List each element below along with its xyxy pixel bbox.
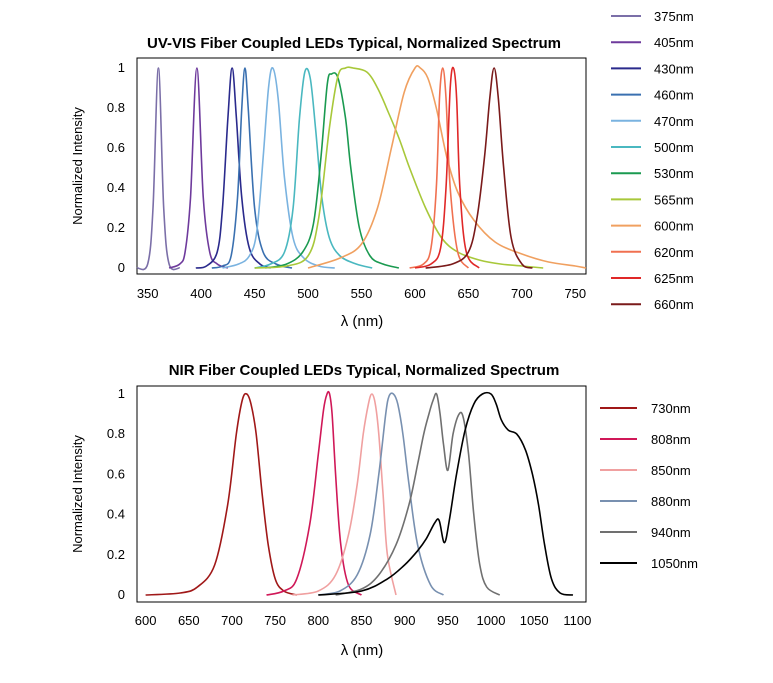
x-axis-label: λ (nm) (341, 313, 384, 330)
series-line-530nm (265, 72, 400, 269)
series-line-565nm (254, 66, 544, 269)
x-axis-label: λ (nm) (341, 642, 384, 659)
y-tick-labels: 0 0.2 0.4 0.6 0.8 1 (107, 60, 125, 275)
chart-title: NIR Fiber Coupled LEDs Typical, Normaliz… (169, 362, 560, 379)
series-line-500nm (254, 67, 373, 269)
legend-entry: 620nm (654, 245, 694, 260)
x-tick-label: 750 (264, 613, 286, 628)
y-tick-label: 0.2 (107, 220, 125, 235)
series-line-660nm (425, 67, 533, 269)
x-tick-label: 850 (351, 613, 373, 628)
legend-entry: 808nm (651, 432, 691, 447)
legend-entry: 880nm (651, 494, 691, 509)
series-line-940nm (335, 392, 501, 596)
legend-entry: 600nm (654, 219, 694, 234)
x-tick-label: 1050 (520, 613, 549, 628)
series-line-430nm (195, 67, 271, 269)
legend-entry: 1050nm (651, 556, 698, 571)
x-tick-label: 600 (404, 286, 426, 301)
series-line-375nm (136, 67, 181, 271)
y-axis-label: Normalized Intensity (70, 435, 85, 553)
series-line-1050nm (318, 391, 574, 596)
legend-entry: 375nm (654, 9, 694, 24)
x-tick-label: 600 (135, 613, 157, 628)
legend-entry: 660nm (654, 297, 694, 312)
series-line-600nm (307, 64, 587, 269)
series-line-460nm (211, 67, 293, 269)
legend-entry: 500nm (654, 140, 694, 155)
y-tick-label: 1 (118, 386, 125, 401)
legend-entry: 940nm (651, 525, 691, 540)
nir-chart: NIR Fiber Coupled LEDs Typical, Normaliz… (70, 362, 698, 659)
series-line-620nm (409, 67, 470, 269)
x-tick-label: 1000 (477, 613, 506, 628)
legend: 730nm 808nm 850nm 880nm 940nm 1050nm (600, 401, 698, 571)
series-lines (136, 64, 587, 271)
series-line-808nm (266, 390, 362, 596)
x-tick-labels: 350 400 450 500 550 600 650 700 750 (137, 286, 586, 301)
legend-entry: 460nm (654, 88, 694, 103)
x-tick-label: 400 (190, 286, 212, 301)
x-tick-labels: 600 650 700 750 800 850 900 950 1000 1050 1100 (135, 613, 592, 628)
y-tick-label: 0.6 (107, 466, 125, 481)
legend-entry: 730nm (651, 401, 691, 416)
y-tick-label: 0.8 (107, 100, 125, 115)
x-tick-label: 450 (244, 286, 266, 301)
y-tick-label: 0.4 (107, 507, 125, 522)
series-line-625nm (414, 66, 480, 269)
chart-title: UV-VIS Fiber Coupled LEDs Typical, Norma… (147, 35, 561, 52)
y-tick-label: 0 (118, 587, 125, 602)
uv-vis-chart: UV-VIS Fiber Coupled LEDs Typical, Norma… (70, 9, 694, 330)
y-tick-label: 0.6 (107, 140, 125, 155)
x-tick-label: 900 (394, 613, 416, 628)
y-tick-label: 0.2 (107, 547, 125, 562)
x-tick-label: 650 (458, 286, 480, 301)
plot-frame (136, 385, 587, 603)
y-tick-label: 0.8 (107, 426, 125, 441)
x-tick-label: 950 (437, 613, 459, 628)
legend-entry: 405nm (654, 35, 694, 50)
x-tick-label: 500 (297, 286, 319, 301)
x-tick-label: 750 (564, 286, 586, 301)
legend-entry: 430nm (654, 61, 694, 76)
legend-entry: 850nm (651, 463, 691, 478)
series-lines (145, 390, 574, 596)
x-tick-label: 1100 (563, 613, 591, 628)
legend-entry: 625nm (654, 271, 694, 286)
x-tick-label: 550 (351, 286, 373, 301)
x-tick-label: 650 (178, 613, 200, 628)
legend-entry: 530nm (654, 166, 694, 181)
y-tick-labels: 0 0.2 0.4 0.6 0.8 1 (107, 386, 125, 602)
legend-entry: 470nm (654, 114, 694, 129)
series-line-850nm (292, 393, 397, 596)
x-tick-label: 700 (511, 286, 533, 301)
y-axis-label: Normalized Intensity (70, 107, 85, 225)
series-line-730nm (145, 392, 297, 596)
x-tick-label: 800 (307, 613, 329, 628)
legend-entry: 565nm (654, 192, 694, 207)
x-tick-label: 700 (221, 613, 243, 628)
series-line-470nm (222, 66, 335, 269)
y-tick-label: 0 (118, 260, 125, 275)
y-tick-label: 0.4 (107, 180, 125, 195)
series-line-880nm (318, 392, 445, 596)
legend: 375nm 405nm 430nm 460nm 470nm 500nm 530nm 565nm… (611, 9, 694, 312)
y-tick-label: 1 (118, 60, 125, 75)
plot-frame (136, 57, 587, 275)
x-tick-label: 350 (137, 286, 159, 301)
